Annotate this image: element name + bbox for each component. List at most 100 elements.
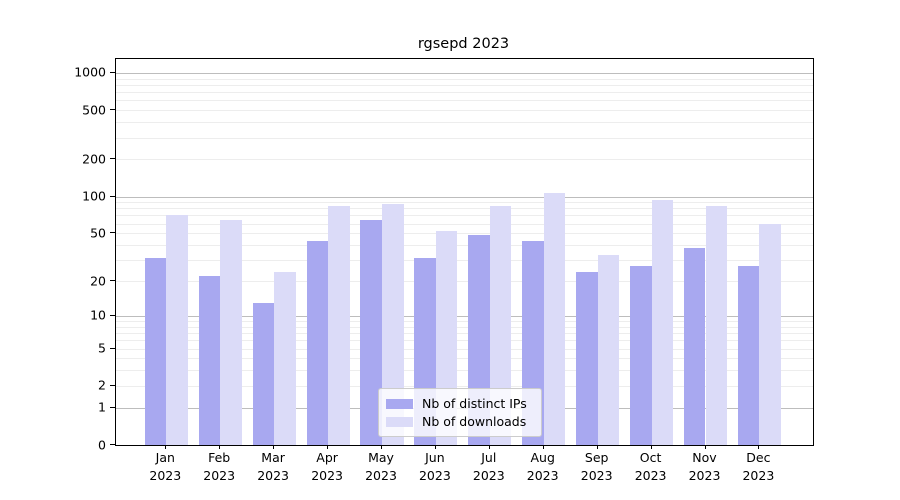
bar-distinct-ips-nov xyxy=(683,247,706,445)
bar-downloads-may xyxy=(382,203,404,445)
bar-distinct-ips-may xyxy=(360,220,382,445)
x-tick-mark xyxy=(542,445,544,449)
x-tick-label-jul: Jul 2023 xyxy=(472,450,505,483)
y-tick-label: 2 xyxy=(98,377,106,393)
x-tick-label-jan: Jan 2023 xyxy=(149,450,182,483)
gridline-major xyxy=(116,196,813,198)
x-tick-label-jun: Jun 2023 xyxy=(418,450,451,483)
x-tick-label-feb: Feb 2023 xyxy=(203,450,236,483)
gridline-minor xyxy=(116,202,813,204)
y-tick-label: 500 xyxy=(82,102,106,118)
y-tick-label: 20 xyxy=(90,273,106,288)
y-tick-mark xyxy=(110,406,115,408)
gridline-major xyxy=(116,315,813,317)
y-tick-label: 0 xyxy=(98,437,106,452)
gridline-minor xyxy=(116,333,813,334)
y-tick-mark xyxy=(110,444,115,445)
bar-distinct-ips-oct xyxy=(630,265,652,445)
gridline-minor xyxy=(116,223,813,225)
y-tick-label: 1000 xyxy=(74,64,106,80)
bar-downloads-oct xyxy=(651,199,674,445)
x-tick-label-may: May 2023 xyxy=(365,450,397,483)
x-tick-label-nov: Nov 2023 xyxy=(688,450,721,483)
gridline-minor xyxy=(116,348,813,350)
bar-distinct-ips-mar xyxy=(252,302,275,445)
y-tick-mark xyxy=(110,158,115,160)
gridline-minor xyxy=(116,340,813,342)
bar-downloads-nov xyxy=(705,205,728,445)
y-tick-mark xyxy=(110,109,115,111)
gridline-minor xyxy=(116,245,813,246)
x-tick-mark xyxy=(219,445,221,449)
legend-label-distinct-ips: Nb of distinct IPs xyxy=(422,396,527,411)
y-tick-label: 1 xyxy=(98,399,106,415)
bar-downloads-jul xyxy=(489,206,512,445)
gridline-minor xyxy=(116,326,813,328)
legend-item-distinct-ips: Nb of distinct IPs xyxy=(386,396,541,411)
x-tick-mark xyxy=(273,445,275,449)
bar-downloads-dec xyxy=(759,223,781,445)
gridline-minor xyxy=(116,84,813,86)
x-tick-mark xyxy=(327,445,329,449)
y-tick-label: 100 xyxy=(82,188,106,204)
x-tick-mark xyxy=(434,445,436,449)
legend-swatch-downloads xyxy=(386,416,413,427)
x-tick-label-dec: Dec 2023 xyxy=(742,450,775,483)
legend-swatch-distinct-ips xyxy=(386,398,413,409)
gridline-minor xyxy=(116,233,813,235)
gridline-minor xyxy=(116,215,813,217)
y-tick-mark xyxy=(110,195,115,197)
legend: Nb of distinct IPs Nb of downloads xyxy=(378,388,542,437)
x-tick-mark xyxy=(704,445,706,449)
x-tick-mark xyxy=(650,445,652,449)
bar-distinct-ips-jan xyxy=(144,258,167,445)
gridline-minor xyxy=(116,385,813,387)
gridline-minor xyxy=(116,100,813,102)
x-tick-label-sep: Sep 2023 xyxy=(580,450,613,483)
y-tick-mark xyxy=(110,71,115,73)
y-tick-label: 5 xyxy=(98,340,106,356)
bar-downloads-feb xyxy=(220,220,242,445)
legend-item-downloads: Nb of downloads xyxy=(386,414,541,429)
x-tick-mark xyxy=(596,445,598,449)
y-tick-mark xyxy=(110,384,115,386)
chart-title: rgsepd 2023 xyxy=(417,36,510,52)
gridline-minor xyxy=(116,208,813,210)
x-tick-mark xyxy=(758,445,760,449)
y-tick-mark xyxy=(110,314,115,316)
gridline-minor xyxy=(116,137,813,139)
x-tick-label-oct: Oct 2023 xyxy=(634,450,667,483)
y-tick-mark xyxy=(110,347,115,349)
x-tick-mark xyxy=(488,445,490,449)
bar-distinct-ips-sep xyxy=(576,271,598,445)
x-tick-label-aug: Aug 2023 xyxy=(526,450,559,483)
gridline-minor xyxy=(116,78,813,80)
gridline-minor xyxy=(116,370,813,372)
bar-downloads-jan xyxy=(166,215,188,445)
bar-distinct-ips-apr xyxy=(306,241,329,445)
gridline-minor xyxy=(116,159,813,161)
x-tick-label-apr: Apr 2023 xyxy=(311,450,343,483)
bar-downloads-sep xyxy=(597,255,620,445)
y-tick-label: 10 xyxy=(90,307,106,323)
bar-distinct-ips-dec xyxy=(737,265,760,445)
y-tick-label: 200 xyxy=(82,151,106,167)
bar-distinct-ips-feb xyxy=(198,276,221,445)
x-tick-mark xyxy=(165,445,167,449)
x-tick-label-mar: Mar 2023 xyxy=(257,450,289,483)
gridline-minor xyxy=(116,110,813,112)
legend-label-downloads: Nb of downloads xyxy=(422,414,527,429)
gridline-minor xyxy=(116,281,813,282)
gridline-minor xyxy=(116,358,813,360)
gridline-major xyxy=(116,72,813,74)
bar-downloads-apr xyxy=(328,206,350,445)
y-tick-mark xyxy=(110,232,115,234)
bar-downloads-aug xyxy=(543,193,566,445)
x-tick-mark xyxy=(381,445,382,449)
gridline-minor xyxy=(116,260,813,262)
gridline-minor xyxy=(116,92,813,94)
gridline-minor xyxy=(116,122,813,124)
y-tick-mark xyxy=(110,280,115,281)
gridline-minor xyxy=(116,321,813,322)
